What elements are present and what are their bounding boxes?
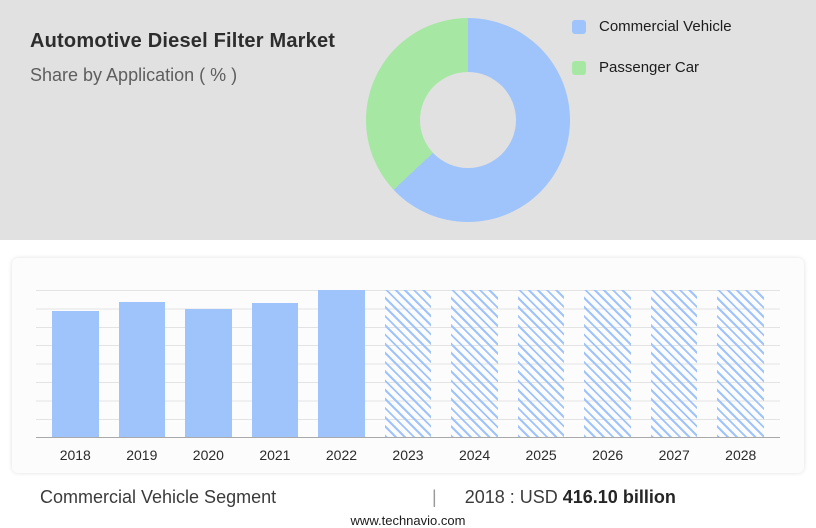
website-link[interactable]: www.technavio.com [350, 513, 466, 528]
x-label-2021: 2021 [259, 447, 291, 463]
bar-slot [441, 290, 508, 437]
caption-value: 2018 : USD 416.10 billion [465, 487, 676, 508]
bar-2028 [717, 290, 765, 437]
bar-2022 [318, 290, 365, 437]
legend: Commercial Vehicle Passenger Car [572, 18, 732, 100]
donut-chart [366, 18, 570, 222]
caption-row: Commercial Vehicle Segment | 2018 : USD … [0, 487, 816, 508]
bar-2027 [650, 290, 698, 437]
bar-slot [707, 290, 774, 437]
x-label-2018: 2018 [59, 447, 91, 463]
caption-value-amount: 416.10 billion [562, 487, 676, 507]
bar-2018 [51, 310, 99, 437]
x-label-2023: 2023 [392, 447, 424, 463]
x-label-2026: 2026 [592, 447, 624, 463]
x-label-2028: 2028 [725, 447, 757, 463]
bar-2024 [451, 290, 498, 437]
title-block: Automotive Diesel Filter Market Share by… [30, 30, 335, 86]
bar-2023 [384, 290, 432, 437]
segment-label: Commercial Vehicle Segment [40, 487, 277, 507]
x-label-2019: 2019 [126, 447, 158, 463]
x-label-2022: 2022 [325, 447, 358, 463]
donut-hole [420, 72, 516, 168]
bar-slot [242, 290, 309, 437]
x-label-2027: 2027 [658, 447, 690, 463]
bar-2019 [118, 301, 166, 437]
bar-2020 [185, 309, 232, 437]
bar-slot [109, 290, 176, 437]
bar-slot [574, 290, 641, 437]
page-title: Automotive Diesel Filter Market [30, 30, 336, 52]
legend-label: Passenger Car [599, 59, 700, 76]
legend-swatch [572, 60, 586, 75]
bar-slot [308, 290, 375, 437]
bar-2026 [584, 290, 631, 437]
x-label-2020: 2020 [192, 447, 224, 463]
legend-item: Passenger Car [572, 59, 732, 76]
bar-slot [641, 290, 708, 437]
x-axis-labels: 2018 2019 2020 2021 2022 2023 2024 2025 2026 2027… [36, 438, 780, 463]
x-label-2025: 2025 [525, 447, 557, 463]
legend-swatch [572, 19, 586, 34]
bar-slot [175, 290, 242, 437]
bar-slot [508, 290, 575, 437]
caption-value-prefix: 2018 : USD [464, 487, 558, 507]
caption-divider: | [432, 487, 437, 507]
header-panel: Automotive Diesel Filter Market Share by… [0, 0, 816, 240]
x-label-2024: 2024 [458, 447, 491, 463]
page-subtitle: Share by Application ( % ) [30, 65, 238, 85]
bar-chart [36, 290, 780, 438]
bar-chart-card: 2018 2019 2020 2021 2022 2023 2024 2025 2026 2027… [12, 258, 804, 473]
bar-2021 [251, 303, 299, 437]
legend-label: Commercial Vehicle [599, 18, 732, 35]
bar-chart-panel: 2018 2019 2020 2021 2022 2023 2024 2025 2026 2027… [0, 240, 816, 528]
bar-slot [42, 290, 109, 437]
legend-item: Commercial Vehicle [572, 18, 732, 35]
bar-slot [375, 290, 442, 437]
bar-2025 [517, 290, 565, 437]
